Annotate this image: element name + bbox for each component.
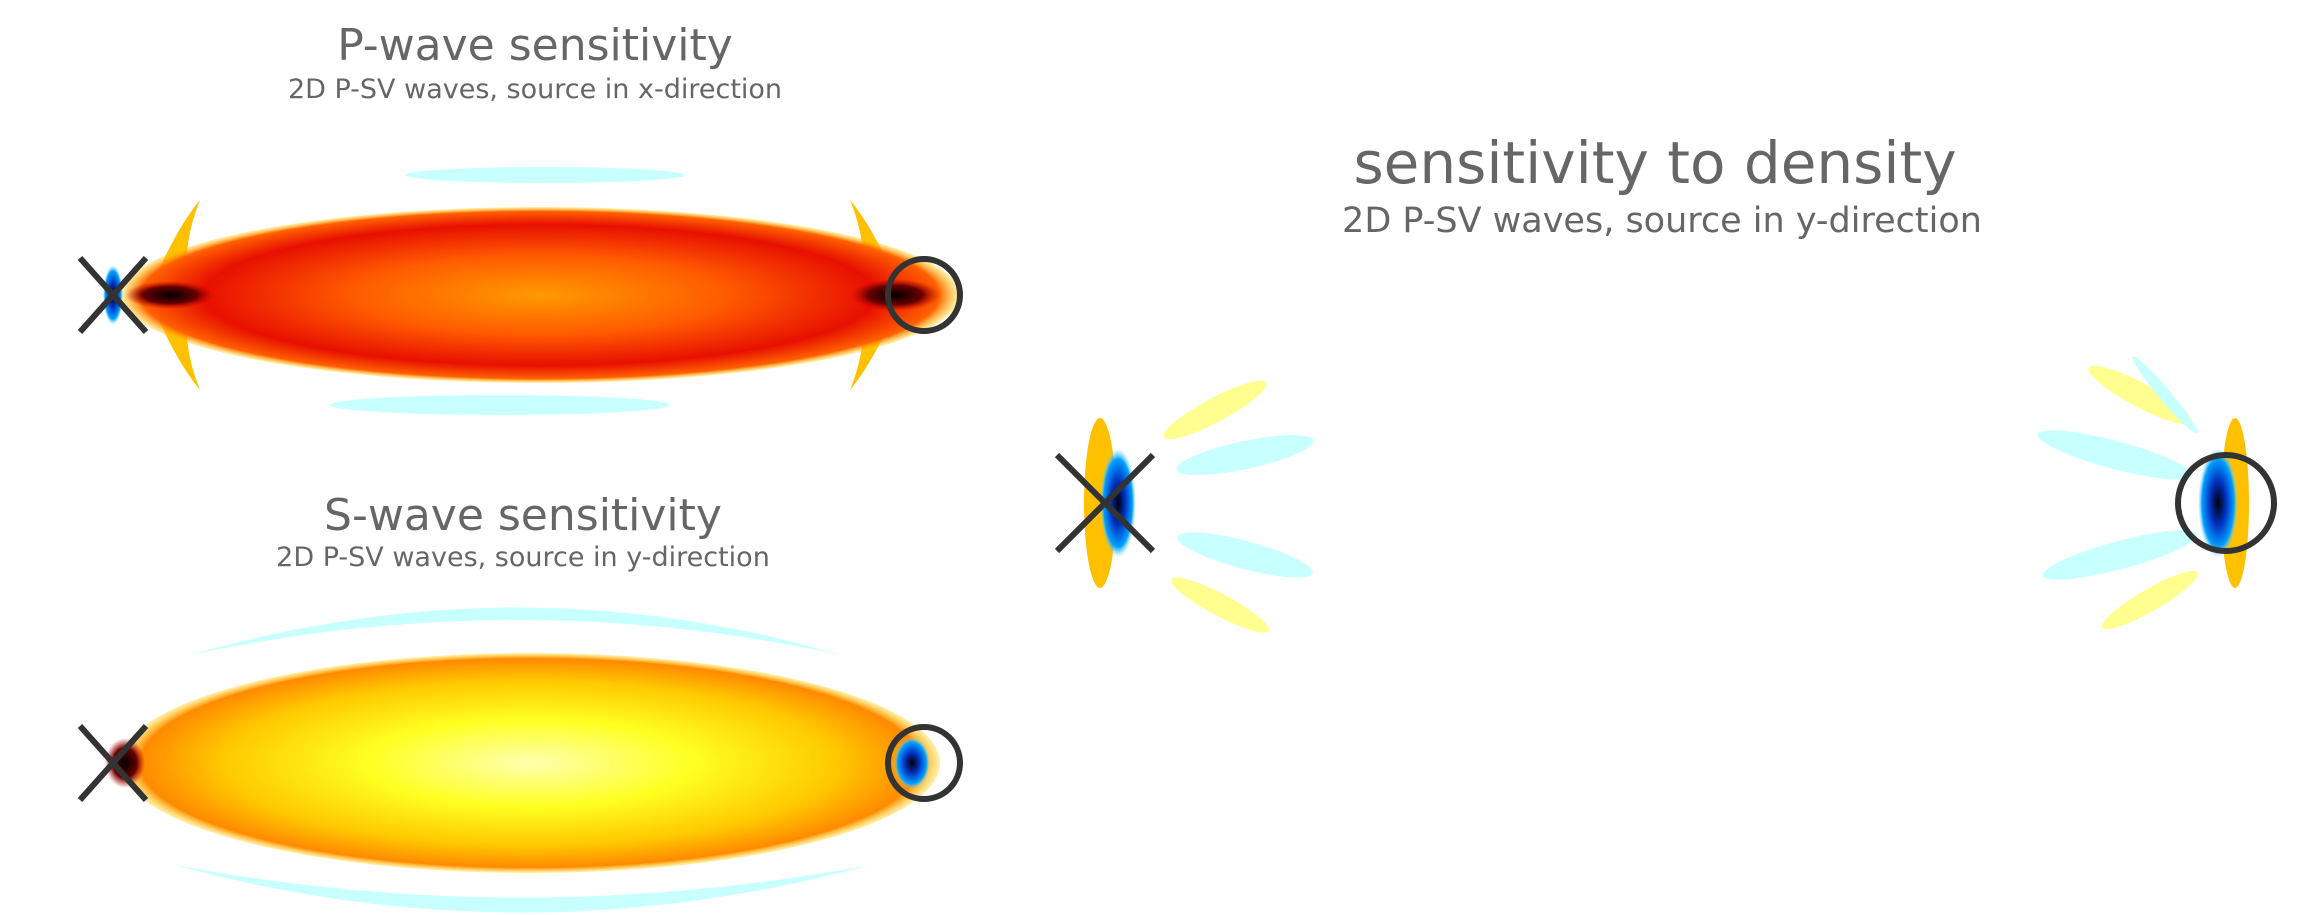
kernel-lobe bbox=[405, 167, 685, 183]
kernel-core bbox=[850, 279, 940, 311]
s-wave-panel: S-wave sensitivity 2D P-SV waves, source… bbox=[77, 490, 963, 913]
density-panel: sensitivity to density 2D P-SV waves, so… bbox=[1054, 129, 2277, 633]
receiver-marker bbox=[885, 256, 963, 334]
kernel-core bbox=[894, 737, 930, 789]
kernel-lobe bbox=[190, 607, 840, 655]
p-wave-panel: P-wave sensitivity 2D P-SV waves, source… bbox=[77, 20, 963, 415]
source-marker bbox=[77, 724, 149, 802]
panel-subtitle: 2D P-SV waves, source in y-direction bbox=[1342, 201, 1982, 241]
kernel-lobe bbox=[330, 395, 670, 415]
kernel-lobe bbox=[175, 865, 870, 913]
p-kernel bbox=[120, 207, 960, 383]
panel-subtitle: 2D P-SV waves, source in x-direction bbox=[288, 74, 782, 105]
receiver-marker bbox=[2175, 452, 2277, 554]
s-kernel bbox=[120, 653, 940, 873]
panel-title: sensitivity to density bbox=[1353, 129, 1956, 197]
kernel-core bbox=[105, 738, 145, 788]
kernel-core bbox=[125, 281, 215, 309]
source-marker bbox=[1054, 452, 1156, 554]
source-marker bbox=[77, 256, 149, 334]
panel-title: S-wave sensitivity bbox=[324, 490, 722, 541]
panel-title: P-wave sensitivity bbox=[337, 20, 733, 71]
panel-subtitle: 2D P-SV waves, source in y-direction bbox=[276, 542, 770, 573]
receiver-marker bbox=[885, 724, 963, 802]
density-kernel bbox=[1084, 356, 2249, 633]
